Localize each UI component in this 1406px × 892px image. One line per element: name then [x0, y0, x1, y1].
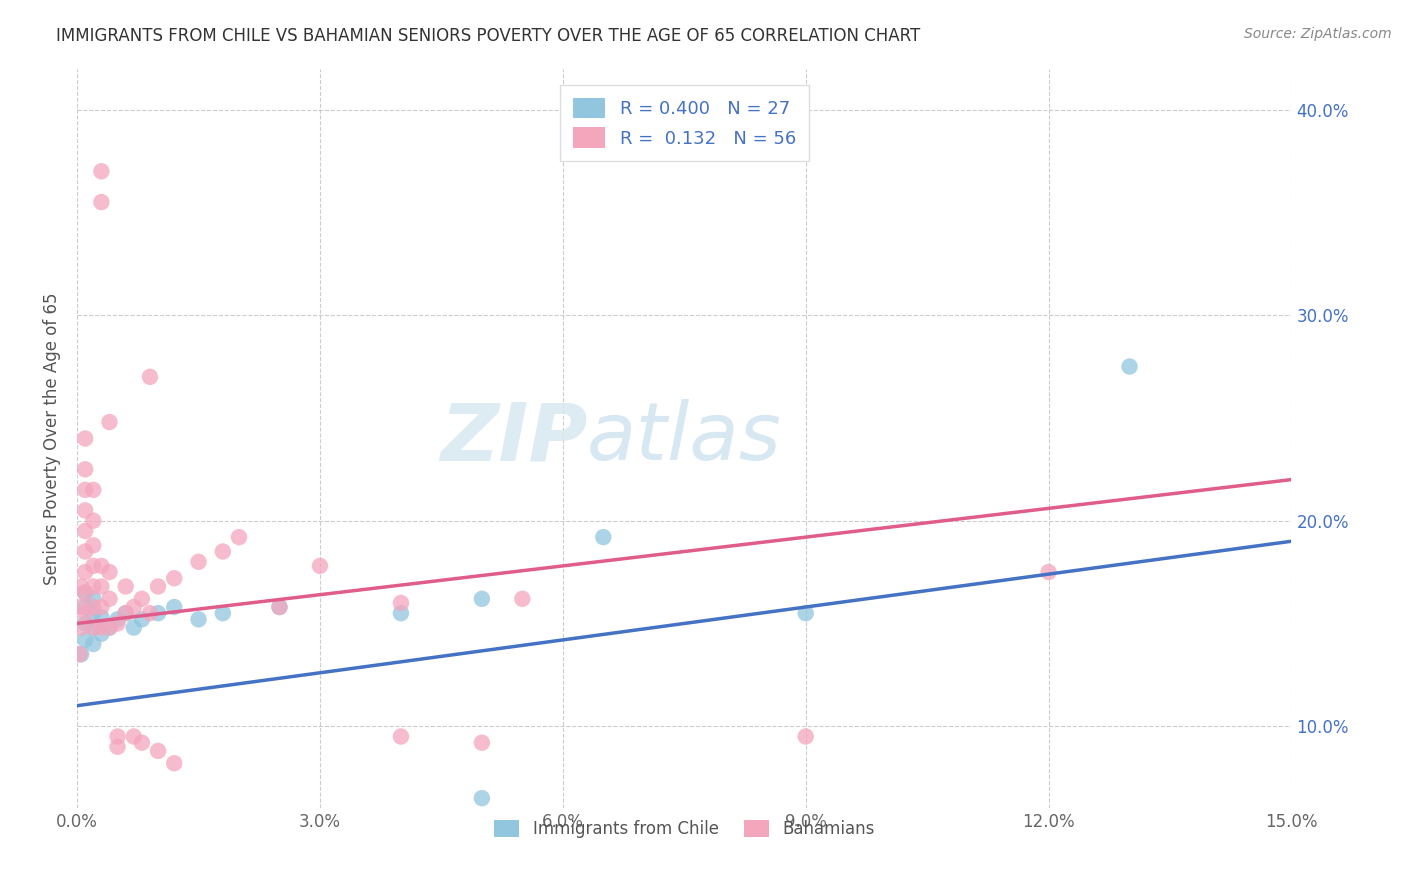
Point: [90, 621, 112, 635]
Point: [90, 195, 112, 210]
Point: [75, 585, 97, 599]
Point: [82, 579, 104, 593]
Point: [90, 626, 112, 640]
Point: [75, 606, 97, 620]
Text: Source: ZipAtlas.com: Source: ZipAtlas.com: [1244, 27, 1392, 41]
Point: [122, 600, 145, 615]
Point: [471, 791, 494, 805]
Point: [139, 369, 162, 384]
Point: [75, 565, 97, 579]
Point: [389, 730, 412, 744]
Point: [471, 736, 494, 750]
Point: [269, 600, 291, 615]
Point: [269, 600, 291, 615]
Point: [75, 632, 97, 647]
Point: [75, 462, 97, 476]
Point: [98, 415, 121, 429]
Point: [228, 530, 250, 544]
Point: [82, 558, 104, 573]
Point: [70, 621, 93, 635]
Point: [309, 558, 332, 573]
Point: [75, 524, 97, 538]
Point: [107, 739, 129, 754]
Point: [98, 621, 121, 635]
Point: [98, 565, 121, 579]
Point: [122, 730, 145, 744]
Point: [82, 637, 104, 651]
Point: [90, 558, 112, 573]
Point: [90, 610, 112, 624]
Text: ZIP: ZIP: [440, 400, 588, 477]
Point: [107, 612, 129, 626]
Point: [211, 544, 233, 558]
Point: [82, 483, 104, 497]
Point: [146, 579, 169, 593]
Point: [82, 621, 104, 635]
Point: [75, 585, 97, 599]
Y-axis label: Seniors Poverty Over the Age of 65: Seniors Poverty Over the Age of 65: [44, 293, 60, 585]
Point: [146, 606, 169, 620]
Point: [512, 591, 534, 606]
Text: atlas: atlas: [588, 400, 782, 477]
Point: [70, 579, 93, 593]
Point: [90, 600, 112, 615]
Point: [98, 591, 121, 606]
Point: [114, 579, 136, 593]
Point: [75, 544, 97, 558]
Point: [131, 612, 153, 626]
Point: [82, 621, 104, 635]
Point: [82, 600, 104, 615]
Point: [1118, 359, 1140, 374]
Point: [163, 571, 186, 585]
Point: [131, 591, 153, 606]
Point: [794, 730, 817, 744]
Point: [389, 596, 412, 610]
Point: [211, 606, 233, 620]
Point: [75, 432, 97, 446]
Point: [90, 164, 112, 178]
Point: [794, 606, 817, 620]
Point: [122, 621, 145, 635]
Point: [70, 600, 93, 615]
Point: [82, 591, 104, 606]
Point: [187, 612, 209, 626]
Point: [107, 730, 129, 744]
Point: [69, 648, 91, 662]
Point: [82, 606, 104, 620]
Text: IMMIGRANTS FROM CHILE VS BAHAMIAN SENIORS POVERTY OVER THE AGE OF 65 CORRELATION: IMMIGRANTS FROM CHILE VS BAHAMIAN SENIOR…: [56, 27, 921, 45]
Point: [82, 538, 104, 552]
Point: [75, 600, 97, 615]
Point: [114, 606, 136, 620]
Point: [592, 530, 614, 544]
Point: [75, 616, 97, 631]
Point: [114, 606, 136, 620]
Point: [146, 744, 169, 758]
Point: [163, 756, 186, 771]
Point: [471, 591, 494, 606]
Point: [70, 648, 93, 662]
Point: [139, 606, 162, 620]
Point: [82, 514, 104, 528]
Legend: Immigrants from Chile, Bahamians: Immigrants from Chile, Bahamians: [488, 813, 882, 845]
Point: [98, 621, 121, 635]
Point: [389, 606, 412, 620]
Point: [187, 555, 209, 569]
Point: [75, 503, 97, 517]
Point: [107, 616, 129, 631]
Point: [131, 736, 153, 750]
Point: [75, 483, 97, 497]
Point: [90, 579, 112, 593]
Point: [163, 600, 186, 615]
Point: [1038, 565, 1060, 579]
